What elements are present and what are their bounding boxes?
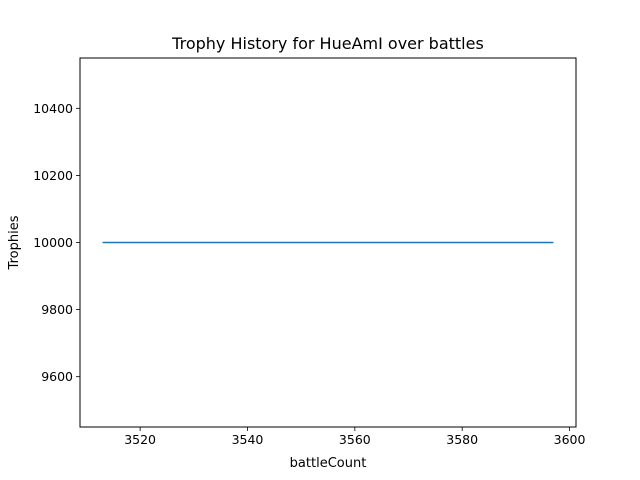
y-axis: 9600 9800 10000 10200 10400: [33, 101, 80, 384]
x-tick-label: 3560: [339, 432, 371, 447]
chart-title: Trophy History for HueAmI over battles: [171, 34, 484, 53]
y-axis-label: Trophies: [7, 215, 22, 270]
x-tick-label: 3540: [232, 432, 264, 447]
y-tick-label: 9800: [41, 302, 73, 317]
y-tick-label: 10000: [33, 235, 73, 250]
y-tick-label: 9600: [41, 369, 73, 384]
y-tick-label: 10400: [33, 101, 73, 116]
x-tick-label: 3580: [446, 432, 478, 447]
x-axis-label: battleCount: [290, 456, 367, 471]
x-tick-label: 3520: [124, 432, 156, 447]
x-tick-label: 3600: [554, 432, 586, 447]
x-axis: 3520 3540 3560 3580 3600: [124, 427, 586, 447]
y-tick-label: 10200: [33, 168, 73, 183]
